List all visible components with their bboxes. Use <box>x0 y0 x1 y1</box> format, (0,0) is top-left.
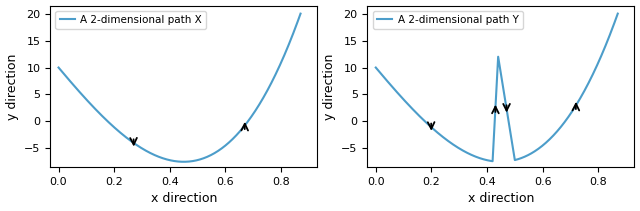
Y-axis label: y direction: y direction <box>323 53 336 120</box>
Y-axis label: y direction: y direction <box>6 53 19 120</box>
X-axis label: x direction: x direction <box>468 192 534 206</box>
X-axis label: x direction: x direction <box>150 192 217 206</box>
Legend: A 2-dimensional path Y: A 2-dimensional path Y <box>372 11 523 29</box>
Legend: A 2-dimensional path X: A 2-dimensional path X <box>56 11 206 29</box>
